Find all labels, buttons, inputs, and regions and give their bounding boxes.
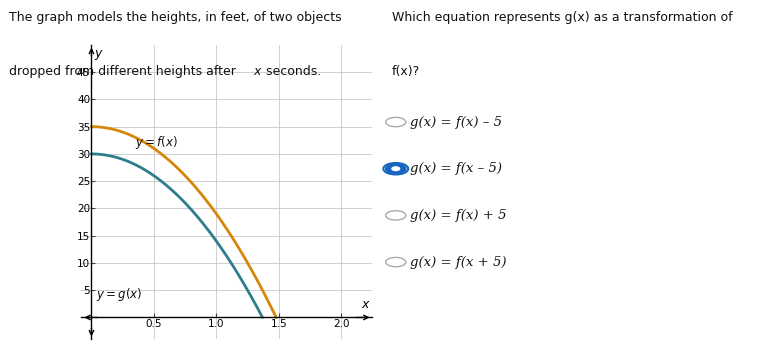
Text: $y = f(x)$: $y = f(x)$ — [135, 134, 178, 151]
Text: x: x — [254, 65, 262, 78]
Text: g(x) = f(x + 5): g(x) = f(x + 5) — [410, 256, 506, 269]
Text: g(x) = f(x – 5): g(x) = f(x – 5) — [410, 162, 502, 175]
Text: $y = g(x)$: $y = g(x)$ — [96, 286, 143, 303]
Text: seconds.: seconds. — [262, 65, 320, 78]
Text: g(x) = f(x) – 5: g(x) = f(x) – 5 — [410, 116, 502, 129]
Text: Which equation represents g(x) as a transformation of: Which equation represents g(x) as a tran… — [392, 11, 733, 24]
Text: dropped from different heights after: dropped from different heights after — [9, 65, 241, 78]
Text: The graph models the heights, in feet, of two objects: The graph models the heights, in feet, o… — [9, 11, 342, 24]
Text: $x$: $x$ — [362, 298, 371, 311]
Text: $y$: $y$ — [94, 48, 104, 62]
Text: g(x) = f(x) + 5: g(x) = f(x) + 5 — [410, 209, 506, 222]
Text: f(x)?: f(x)? — [392, 65, 420, 78]
